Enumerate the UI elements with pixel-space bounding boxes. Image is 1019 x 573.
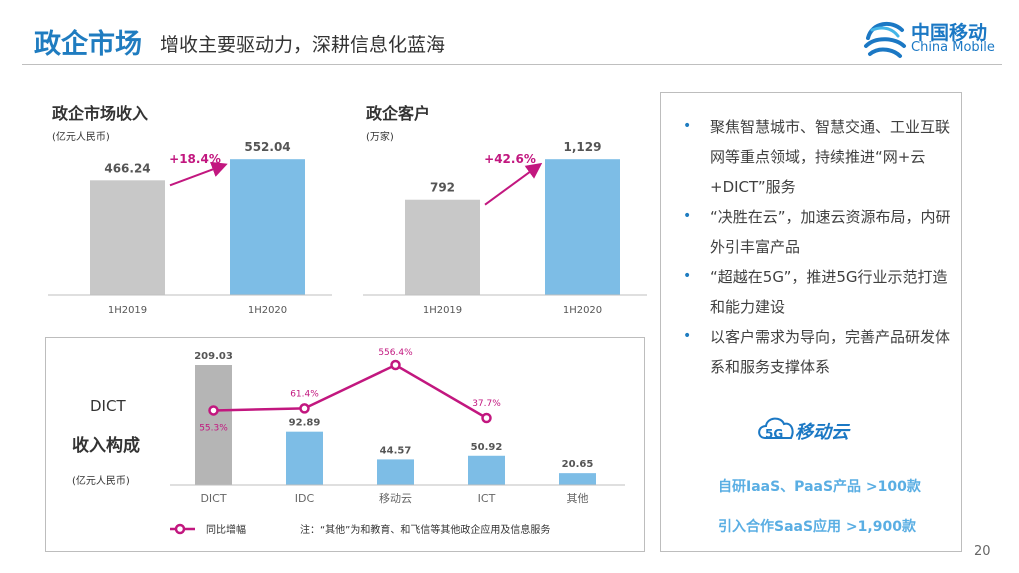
bar-value-label: 466.24 — [104, 161, 150, 175]
customers-chart-unit: (万家) — [366, 132, 394, 143]
bullet-marker: • — [683, 328, 692, 344]
growth-label: 37.7% — [472, 399, 501, 409]
growth-point — [390, 359, 401, 371]
page-title: 政企市场 — [34, 29, 142, 60]
x-tick-label: 1H2020 — [248, 305, 287, 316]
growth-arrow — [484, 162, 543, 206]
chart-note: 注：“其他”为和教育、和飞信等其他政企应用及信息服务 — [300, 523, 550, 536]
bar-1h2019 — [90, 180, 165, 295]
bar-value-label: 20.65 — [562, 459, 594, 470]
legend-label: 同比增幅 — [206, 523, 246, 536]
x-tick-label: 1H2020 — [563, 305, 602, 316]
bar-value-label: 1,129 — [564, 140, 602, 154]
page-subtitle: 增收主要驱动力，深耕信息化蓝海 — [160, 34, 446, 56]
customers-chart-title: 政企客户 — [366, 104, 431, 123]
dict-chart-title-line1: DICT — [90, 397, 126, 415]
customers-bar-chart: 792 1H2019 1,129 1H2020 +42.6% — [363, 140, 647, 316]
bar-1h2019 — [405, 199, 480, 295]
x-tick-label: ICT — [478, 492, 496, 505]
legend-marker — [174, 523, 186, 535]
x-tick-label: 移动云 — [379, 492, 412, 505]
bar-value-label: 209.03 — [194, 351, 233, 362]
cloud-logo-badge: 5G — [765, 427, 783, 441]
logo-english-text: China Mobile — [911, 40, 995, 55]
page-number: 20 — [974, 544, 991, 559]
bar-4 — [468, 455, 505, 485]
bar-value-label: 50.92 — [471, 442, 503, 453]
bar-1h2020 — [545, 159, 620, 295]
dict-chart-box — [45, 337, 645, 552]
growth-label: 55.3% — [199, 423, 228, 433]
bar-value-label: 552.04 — [244, 140, 290, 154]
bullet-item-2: “决胜在云”，加速云资源布局，内研外引丰富产品 — [710, 208, 951, 256]
bar-value-label: 44.57 — [380, 445, 412, 456]
revenue-bar-chart: 466.24 1H2019 552.04 1H2020 +18.4% — [48, 140, 332, 316]
x-tick-label: 1H2019 — [108, 305, 147, 316]
bullet-item-1: 聚焦智慧城市、智慧交通、工业互联网等重点领域，持续推进“网+云+DICT”服务 — [710, 118, 951, 196]
bullet-marker: • — [683, 208, 692, 224]
cloud-logo-text: 移动云 — [795, 422, 851, 443]
growth-label: +42.6% — [484, 152, 536, 166]
bar-2 — [286, 431, 323, 485]
stat-iaas-paas: 自研IaaS、PaaS产品 >100款 — [718, 479, 921, 495]
bullet-item-4: 以客户需求为导向，完善产品研发体系和服务支撑体系 — [710, 328, 951, 376]
growth-label: +18.4% — [169, 152, 221, 166]
bullet-item-3: “超越在5G”，推进5G行业示范打造和能力建设 — [710, 268, 948, 316]
highlights-panel — [660, 92, 962, 552]
x-tick-label: 1H2019 — [423, 305, 462, 316]
header-divider — [22, 64, 1002, 65]
mobile-cloud-logo-icon: 5G 移动云 — [758, 417, 851, 443]
growth-arrow — [169, 161, 228, 187]
x-tick-label: DICT — [200, 492, 226, 505]
x-tick-label: 其他 — [567, 492, 589, 505]
bar-value-label: 92.89 — [289, 418, 321, 429]
bar-3 — [377, 459, 414, 485]
dict-composition-chart: 209.03 DICT 92.89 IDC 44.57 移动云 50.92 ICT 20.65 其… — [170, 348, 625, 536]
logo-chinese-text: 中国移动 — [911, 22, 988, 44]
china-mobile-logo-icon — [864, 21, 906, 58]
revenue-chart-unit: (亿元人民币) — [52, 132, 110, 143]
bar-value-label: 792 — [430, 181, 455, 195]
growth-line — [213, 363, 488, 420]
bullet-marker: • — [683, 118, 692, 134]
bullet-marker: • — [683, 268, 692, 284]
bar-1 — [195, 365, 232, 485]
dict-chart-unit: (亿元人民币) — [72, 476, 130, 487]
growth-point — [299, 403, 310, 414]
bar-5 — [559, 473, 596, 485]
dict-chart-title-line2: 收入构成 — [72, 436, 140, 456]
revenue-chart-title: 政企市场收入 — [52, 104, 149, 123]
x-tick-label: IDC — [295, 492, 315, 505]
growth-label: 61.4% — [290, 389, 319, 399]
growth-label: 556.4% — [378, 348, 413, 358]
growth-point — [481, 412, 492, 424]
growth-point — [208, 405, 219, 416]
stat-saas: 引入合作SaaS应用 >1,900款 — [718, 519, 916, 535]
bar-1h2020 — [230, 159, 305, 295]
